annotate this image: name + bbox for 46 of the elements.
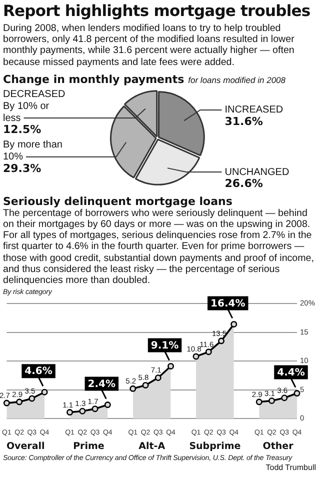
point bbox=[92, 406, 98, 412]
text: Subprime bbox=[189, 441, 241, 452]
slice-label: By more than 10% bbox=[3, 139, 62, 162]
point bbox=[79, 408, 86, 415]
slice-label: UNCHANGED bbox=[224, 166, 290, 178]
text: for loans modified in 2008 bbox=[188, 74, 286, 85]
chart-title: Seriously delinquent mortgage loans bbox=[3, 194, 234, 208]
chart-subtitle: The percentage of borrowers who were seriously delinquent — behind on their mortgages by 60 days or more — was on the upswing in 2008. For all types of mortgages, serious delinquencies rose from 2.7% in the first quarter to 4.6% in the fourth quarter. Even for prime borrowers — those with good credit, substantial down payments and proof of income, and thus considered the least risky — the percentage of serious delinquencies more than doubled. bbox=[3, 208, 315, 286]
point bbox=[205, 348, 212, 356]
text: Prime bbox=[73, 441, 104, 452]
text: Overall bbox=[6, 441, 45, 452]
chart-subtitle: During 2008, when lenders modified loans to try to help troubled borrowers, only 41.8 percent of the modified loans resulted in lower monthly payments, while 31.6 percent were actually higher — often because missed payments and late fees were added. bbox=[3, 23, 296, 68]
point bbox=[130, 386, 136, 392]
data-label: 2.4% bbox=[88, 379, 116, 390]
data-label: 31.6% bbox=[224, 114, 263, 128]
point bbox=[142, 382, 149, 389]
point bbox=[192, 353, 200, 360]
point bbox=[281, 394, 288, 402]
point bbox=[154, 374, 162, 382]
text: Todd Trumbull bbox=[264, 463, 316, 472]
chart-title: Report highlights mortgage troubles bbox=[3, 2, 312, 20]
text: Other bbox=[262, 441, 294, 452]
point bbox=[66, 409, 74, 416]
data-label: 4.4% bbox=[277, 368, 305, 379]
data-label: 29.3% bbox=[3, 162, 42, 175]
data-label: 12.5% bbox=[3, 122, 42, 136]
slice-label: INCREASED bbox=[224, 104, 284, 116]
data-label: 4.6% bbox=[24, 366, 52, 378]
slice-label: By 10% or less bbox=[3, 100, 50, 124]
point bbox=[16, 398, 23, 406]
point bbox=[41, 389, 48, 396]
point bbox=[294, 390, 300, 397]
data-label: 26.6% bbox=[224, 176, 263, 190]
point bbox=[218, 338, 225, 344]
data-label: 9.1% bbox=[150, 340, 179, 352]
text: Alt-A bbox=[138, 441, 166, 452]
point bbox=[256, 398, 262, 406]
text: Change in monthly payments bbox=[3, 72, 184, 86]
point bbox=[168, 363, 174, 370]
point bbox=[230, 321, 238, 328]
data-label: 16.4% bbox=[210, 298, 246, 310]
point bbox=[3, 400, 10, 407]
point bbox=[28, 395, 36, 402]
text: DECREASED bbox=[3, 88, 66, 100]
point bbox=[268, 398, 275, 404]
point bbox=[104, 402, 111, 408]
